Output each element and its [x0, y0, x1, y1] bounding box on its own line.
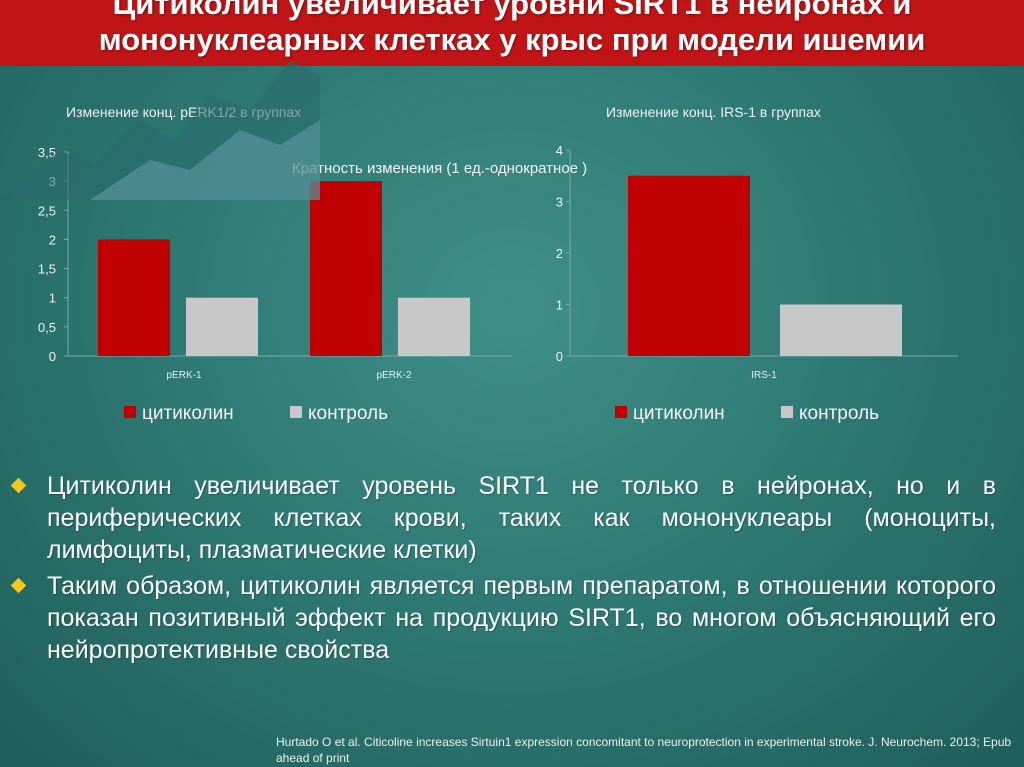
y-tick-label: 3,5 — [38, 145, 56, 160]
bar-citicoline — [310, 181, 382, 356]
y-tick-label: 1,5 — [38, 262, 56, 277]
y-tick-label: 2,5 — [38, 203, 56, 218]
chart2-title: Изменение конц. IRS-1 в группах — [606, 104, 821, 120]
bar-citicoline — [628, 175, 750, 356]
y-tick-label: 1 — [556, 298, 563, 313]
bullet-text: Таким образом, цитиколин является первым… — [47, 572, 996, 664]
bullet-item: Цитиколин увеличивает уровень SIRT1 не т… — [10, 470, 996, 566]
bar-control — [398, 297, 470, 356]
y-tick-label: 2 — [49, 232, 56, 247]
diamond-bullet-icon — [10, 477, 27, 494]
bullet-text: Цитиколин увеличивает уровень SIRT1 не т… — [47, 472, 996, 564]
legend-swatch — [290, 406, 302, 418]
legend-label: цитиколин — [633, 403, 725, 424]
y-tick-label: 4 — [556, 143, 563, 158]
y-tick-label: 1 — [49, 291, 56, 306]
x-category-label: pERK-2 — [376, 370, 411, 381]
legend-swatch — [615, 406, 627, 418]
title-bar — [0, 0, 1024, 66]
bullet-list: Цитиколин увеличивает уровень SIRT1 не т… — [10, 470, 996, 670]
mountain-decoration — [0, 60, 320, 200]
bar-control — [186, 297, 258, 356]
diamond-bullet-icon — [10, 577, 27, 594]
x-category-label: IRS-1 — [751, 370, 777, 381]
legend-label: контроль — [308, 403, 388, 424]
y-tick-label: 0 — [49, 349, 56, 364]
legend-label: цитиколин — [142, 403, 234, 424]
bar-control — [780, 304, 902, 356]
bullet-item: Таким образом, цитиколин является первым… — [10, 570, 996, 666]
legend-swatch — [781, 406, 793, 418]
y-tick-label: 0 — [556, 349, 563, 364]
reference-citation: Hurtado O et al. Citicoline increases Si… — [276, 735, 1012, 765]
y-tick-label: 2 — [556, 246, 563, 261]
x-category-label: pERK-1 — [166, 370, 201, 381]
bar-citicoline — [98, 239, 170, 356]
slide-title: Цитиколин увеличивает уровни SIRT1 в ней… — [98, 0, 926, 57]
chart-subtitle: Кратность изменения (1 ед.-однократное ) — [292, 160, 588, 177]
legend-swatch — [124, 406, 136, 418]
y-tick-label: 3 — [556, 195, 563, 210]
legend-label: контроль — [799, 403, 879, 424]
y-tick-label: 0,5 — [38, 320, 56, 335]
